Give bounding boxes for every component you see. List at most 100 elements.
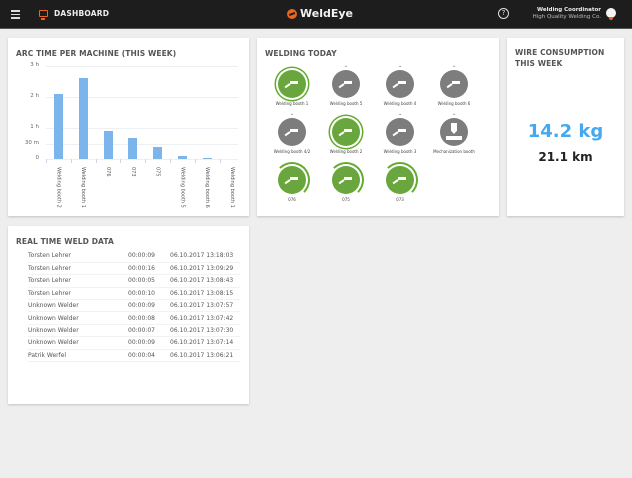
booth-label: Welding booth 3 [383, 149, 417, 154]
booth-status[interactable]: 073 [370, 160, 430, 202]
progress-ring [382, 162, 418, 198]
timestamp: 06.10.2017 13:08:15 [170, 287, 240, 301]
progress-ring [274, 162, 310, 198]
booth-icon [386, 70, 414, 98]
booth-status[interactable]: • Welding booth 6 [424, 64, 484, 106]
booth-icon [278, 118, 306, 146]
welder-name: Patrik Werfel [28, 349, 128, 363]
table-row[interactable]: Patrik Werfel 00:00:04 06.10.2017 13:06:21 [28, 349, 240, 363]
duration: 00:00:05 [128, 274, 170, 288]
welding-torch-icon [394, 128, 406, 132]
y-tick-label: 1 h [30, 124, 39, 130]
wire-length: 21.1 km [538, 150, 593, 164]
timestamp: 06.10.2017 13:07:14 [170, 336, 240, 350]
welding-torch-icon [340, 80, 352, 84]
section-title[interactable]: DASHBOARD [54, 9, 110, 18]
welder-name: Unknown Welder [28, 324, 128, 338]
booth-icon [278, 70, 306, 98]
booth-status[interactable]: Welding booth 2 [316, 112, 376, 154]
card-title: WIRE CONSUMPTION THIS WEEK [515, 48, 605, 68]
welder-name: Unknown Welder [28, 311, 128, 325]
booth-icon [440, 118, 468, 146]
gridline [46, 159, 238, 160]
x-axis-label: Welding booth 1 [80, 167, 87, 208]
x-axis-label: Welding booth 5 [179, 167, 186, 208]
card-title: ARC TIME PER MACHINE (THIS WEEK) [16, 49, 177, 58]
x-axis-label: Welding booth 1 [229, 167, 235, 208]
welding-torch-icon [394, 80, 406, 84]
booth-label: Welding booth 4 [383, 101, 417, 106]
booth-status[interactable]: 075 [316, 160, 376, 202]
welder-name: Unknown Welder [28, 336, 128, 350]
table-row[interactable]: Torsten Lehrer 00:00:05 06.10.2017 13:08:4… [28, 274, 240, 288]
help-icon[interactable]: ? [498, 8, 509, 19]
monitor-icon [39, 10, 48, 20]
gridline [46, 66, 238, 67]
table-row[interactable]: Torsten Lehrer 00:00:16 06.10.2017 13:09:2… [28, 262, 240, 276]
avatar-icon[interactable] [606, 8, 616, 20]
welding-torch-icon [340, 128, 352, 132]
bar[interactable] [53, 93, 63, 159]
booth-status[interactable]: • Welding booth 4/2 [262, 112, 322, 154]
duration: 00:00:16 [128, 262, 170, 276]
weld-data-table: Torsten Lehrer 00:00:09 06.10.2017 13:18:0… [28, 250, 240, 363]
bar[interactable] [153, 147, 163, 159]
gridline [46, 143, 238, 145]
x-axis-label: 075 [154, 167, 161, 177]
duration: 00:00:08 [128, 311, 170, 325]
bar[interactable] [103, 131, 113, 159]
duration: 00:00:04 [128, 349, 170, 363]
booth-label: 073 [396, 197, 404, 202]
x-axis-label: 073 [129, 167, 136, 177]
table-row[interactable]: Unknown Welder 00:00:07 06.10.2017 13:07:3… [28, 324, 240, 338]
booth-label: Mechanization booth [433, 149, 475, 154]
wire-consumption-card: WIRE CONSUMPTION THIS WEEK 14.2 kg 21.1 … [507, 38, 624, 216]
booth-icon [332, 70, 360, 98]
timestamp: 06.10.2017 13:09:29 [170, 262, 240, 276]
booth-label: Welding booth 2 [329, 149, 363, 154]
booth-status[interactable]: • Welding booth 3 [370, 112, 430, 154]
hamburger-menu-icon[interactable] [11, 10, 20, 19]
booth-status[interactable]: • Mechanization booth [424, 112, 484, 154]
booth-icon [386, 118, 414, 146]
weldeye-logo-icon [287, 8, 297, 19]
brand-name: WeldEye [300, 7, 353, 20]
progress-ring [328, 162, 364, 198]
bar[interactable] [128, 138, 138, 159]
indicator-dot: • [398, 64, 402, 69]
indicator-dot: • [290, 112, 294, 117]
booth-label: 076 [288, 197, 296, 202]
booth-status[interactable]: 076 [262, 160, 322, 202]
user-info[interactable]: Welding Coordinator High Quality Welding… [533, 7, 601, 21]
user-company: High Quality Welding Co. [532, 14, 601, 20]
x-axis-label: 076 [105, 167, 111, 177]
booth-label: 075 [342, 197, 350, 202]
timestamp: 06.10.2017 13:07:30 [170, 324, 240, 338]
brand-logo[interactable]: WeldEye [287, 7, 353, 20]
welding-today-card: WELDING TODAY Welding booth 1 • Welding bo… [257, 38, 499, 216]
table-row[interactable]: Unknown Welder 00:00:09 06.10.2017 13:07:5… [28, 299, 240, 313]
x-axis-label: Welding booth 6 [204, 167, 211, 208]
booth-status[interactable]: • Welding booth 5 [316, 64, 376, 106]
welder-name: Torsten Lehrer [28, 262, 128, 276]
booth-label: Welding booth 5 [329, 101, 363, 106]
table-row[interactable]: Unknown Welder 00:00:09 06.10.2017 13:07:1… [28, 336, 240, 350]
booth-status[interactable]: • Welding booth 4 [370, 64, 430, 106]
user-role: Welding Coordinator [537, 7, 601, 13]
table-row[interactable]: Torsten Lehrer 00:00:10 06.10.2017 13:08:1… [28, 287, 240, 301]
arc-time-card: ARC TIME PER MACHINE (THIS WEEK) 0 30 m 1 … [8, 38, 249, 216]
timestamp: 06.10.2017 13:07:42 [170, 311, 240, 325]
x-axis-label: Welding booth 2 [55, 167, 62, 208]
bar[interactable] [202, 158, 212, 159]
booth-status[interactable]: Welding booth 1 [262, 64, 322, 106]
timestamp: 06.10.2017 13:08:43 [170, 274, 240, 288]
table-row[interactable]: Torsten Lehrer 00:00:09 06.10.2017 13:18:0… [28, 250, 240, 263]
bar[interactable] [177, 156, 187, 159]
real-time-weld-card: REAL TIME WELD DATA Torsten Lehrer 00:00:… [8, 226, 249, 404]
y-tick-label: 30 m [24, 139, 39, 146]
table-row[interactable]: Unknown Welder 00:00:08 06.10.2017 13:07:4… [28, 311, 240, 325]
bar[interactable] [78, 78, 88, 159]
booth-icon [274, 162, 310, 198]
booth-label: Welding booth 6 [437, 101, 471, 106]
gridline [46, 128, 238, 129]
